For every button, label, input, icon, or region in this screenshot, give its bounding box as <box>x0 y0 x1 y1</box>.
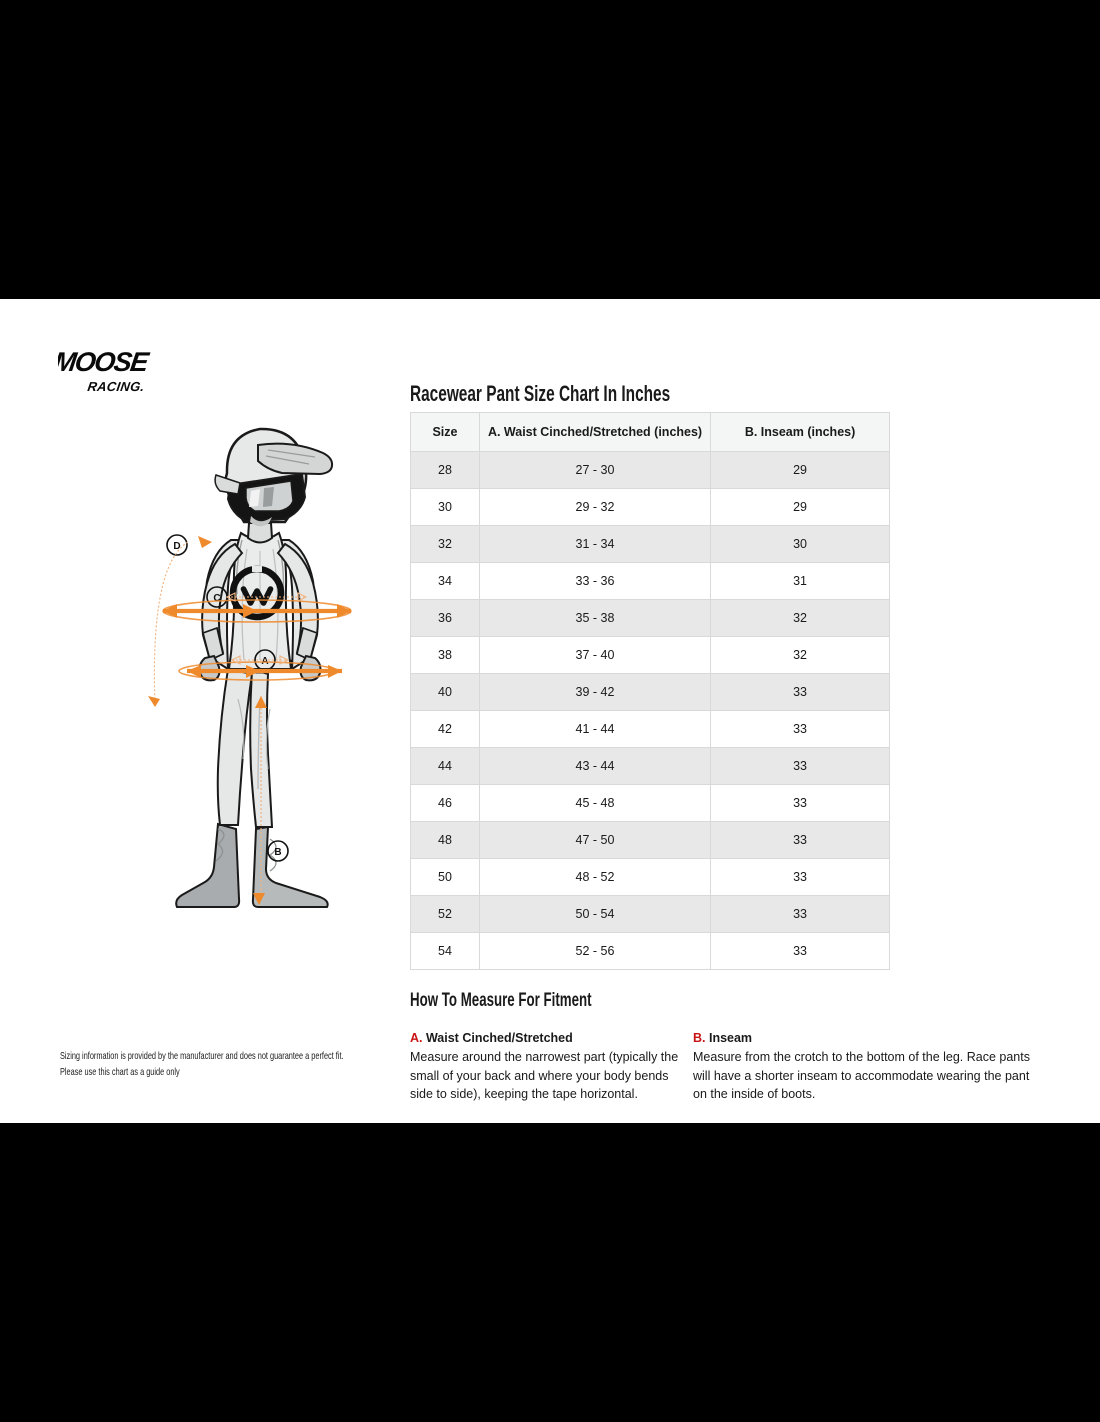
svg-text:B: B <box>274 847 281 858</box>
svg-text:D: D <box>173 541 180 552</box>
svg-text:MOOSE: MOOSE <box>58 348 152 377</box>
svg-text:RACING.: RACING. <box>87 379 146 394</box>
svg-text:C: C <box>213 593 220 604</box>
